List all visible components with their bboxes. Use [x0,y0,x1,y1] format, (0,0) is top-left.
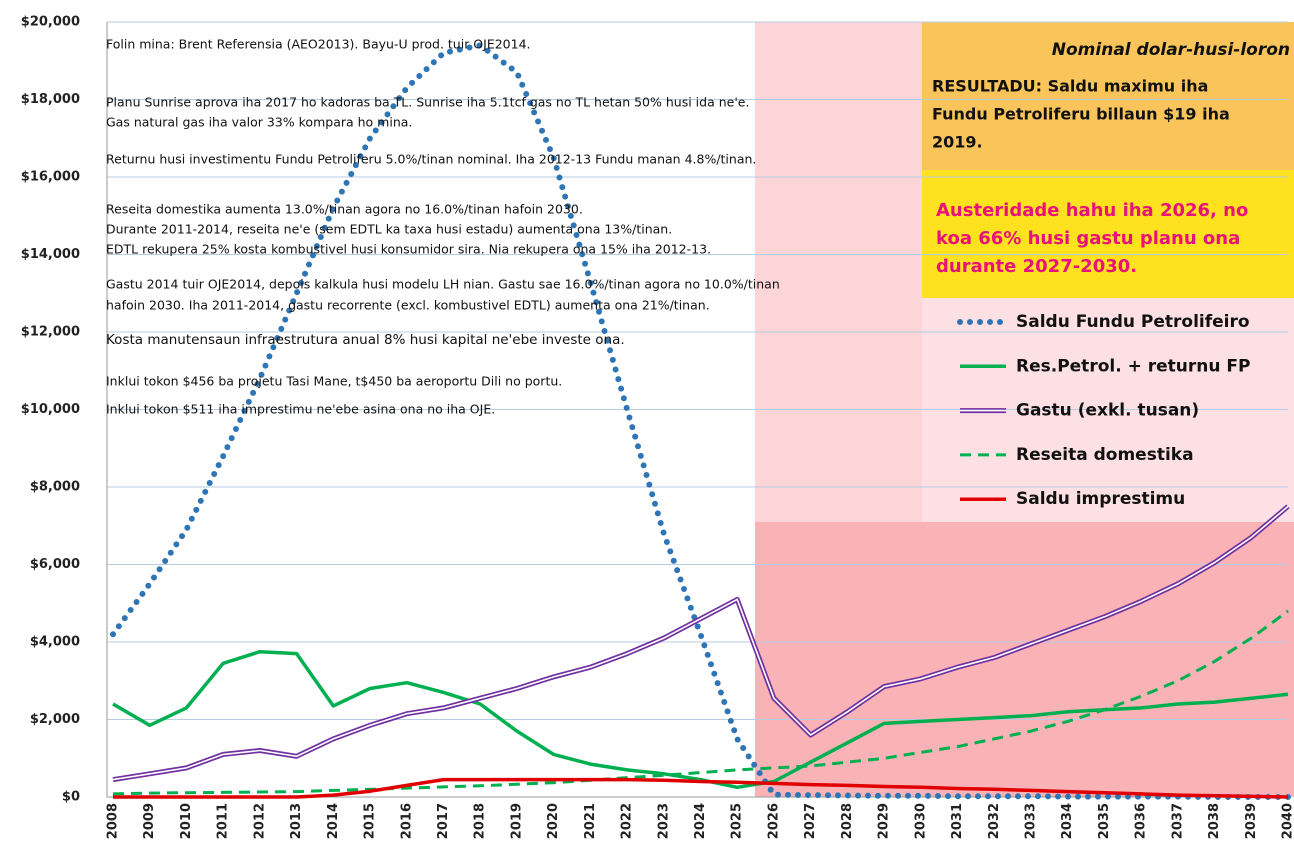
x-tick-label: 2018 [473,803,488,839]
annotation: Kosta manutensaun infraestrutura anual 8… [106,332,625,348]
annotation: Reseita domestika aumenta 13.0%/tinan ag… [106,202,583,217]
y-tick-label: $16,000 [21,170,80,185]
x-tick-label: 2025 [730,803,745,839]
x-tick-label: 2016 [399,803,414,839]
x-tick-label: 2026 [766,803,781,839]
x-tick-label: 2024 [693,803,708,839]
y-tick-label: $0 [62,790,80,805]
y-tick-label: $6,000 [30,557,80,572]
series-line [113,777,1289,799]
annotation: Inklui tokon $511 iha imprestimu ne'ebe … [106,402,495,417]
x-tick-label: 2012 [252,803,267,839]
y-tick-label: $12,000 [21,325,80,340]
x-tick-label: 2036 [1134,803,1149,839]
legend-label: Saldu imprestimu [1016,489,1185,509]
x-tick-label: 2010 [179,803,194,839]
x-tick-label: 2015 [363,803,378,839]
x-tick-label: 2038 [1207,803,1222,839]
y-tick-label: $2,000 [30,712,80,727]
x-tick-label: 2040 [1281,803,1294,839]
legend-label: Saldu Fundu Petrolifeiro [1016,312,1250,332]
x-tick-label: 2031 [950,803,965,839]
result-text: Fundu Petroliferu billaun $19 iha [932,105,1230,124]
austerity-text: Austeridade hahu iha 2026, no [936,200,1248,221]
x-tick-label: 2030 [913,803,928,839]
x-tick-label: 2039 [1244,803,1259,839]
x-tick-label: 2013 [289,803,304,839]
annotation: hafoin 2030. Iha 2011-2014, gastu recorr… [106,298,710,313]
x-tick-label: 2027 [803,803,818,839]
annotation: EDTL rekupera 25% kosta kombustivel husi… [106,242,711,257]
annotation: Gastu 2014 tuir OJE2014, depois kalkula … [106,277,780,292]
box-title: Nominal dolar-husi-loron [1052,40,1290,60]
x-tick-label: 2017 [436,803,451,839]
x-tick-label: 2021 [583,803,598,839]
result-box [922,22,1294,170]
legend-label: Gastu (exkl. tusan) [1016,401,1199,421]
y-tick-label: $8,000 [30,480,80,495]
y-tick-label: $18,000 [21,92,80,107]
series-line [112,649,1289,790]
legend-label: Res.Petrol. + returnu FP [1016,356,1250,376]
y-tick-label: $20,000 [21,15,80,30]
austerity-box [922,170,1294,298]
x-tick-label: 2008 [106,803,121,839]
annotation: Returnu husi investimentu Fundu Petrolif… [106,152,756,167]
y-tick-label: $14,000 [21,247,80,262]
x-tick-label: 2028 [840,803,855,839]
result-text: 2019. [932,133,983,152]
x-tick-label: 2023 [656,803,671,839]
annotation: Gas natural gas iha valor 33% kompara ho… [106,115,412,130]
annotation: Folin mina: Brent Referensia (AEO2013). … [106,37,531,52]
x-tick-label: 2034 [1060,803,1075,839]
annotation: Planu Sunrise aprova iha 2017 ho kadoras… [106,95,749,110]
series [110,42,1291,800]
x-tick-label: 2022 [620,803,635,839]
x-tick-label: 2033 [1023,803,1038,839]
x-tick-label: 2037 [1170,803,1185,839]
series-line [110,42,1291,800]
x-tick-label: 2009 [142,803,157,839]
annotation: Inklui tokon $456 ba projetu Tasi Mane, … [106,374,562,389]
annotation: Durante 2011-2014, reseita ne'e (sem EDT… [106,222,672,237]
y-tick-label: $4,000 [30,635,80,650]
y-tick-label: $10,000 [21,402,80,417]
series-line-inner [112,505,1289,781]
x-tick-label: 2029 [877,803,892,839]
austerity-text: koa 66% husi gastu planu ona [936,228,1240,249]
x-tick-label: 2032 [987,803,1002,839]
result-text: RESULTADU: Saldu maximu iha [932,77,1208,96]
x-tick-label: 2035 [1097,803,1112,839]
x-tick-label: 2011 [216,803,231,839]
legend-label: Reseita domestika [1016,445,1194,465]
x-tick-label: 2019 [509,803,524,839]
x-tick-label: 2014 [326,803,341,839]
austerity-text: durante 2027-2030. [936,256,1137,277]
labels: $0 $2,000 $4,000 $6,000 $8,000 $10,000 $12,000… [21,15,1294,840]
x-tick-label: 2020 [546,803,561,839]
